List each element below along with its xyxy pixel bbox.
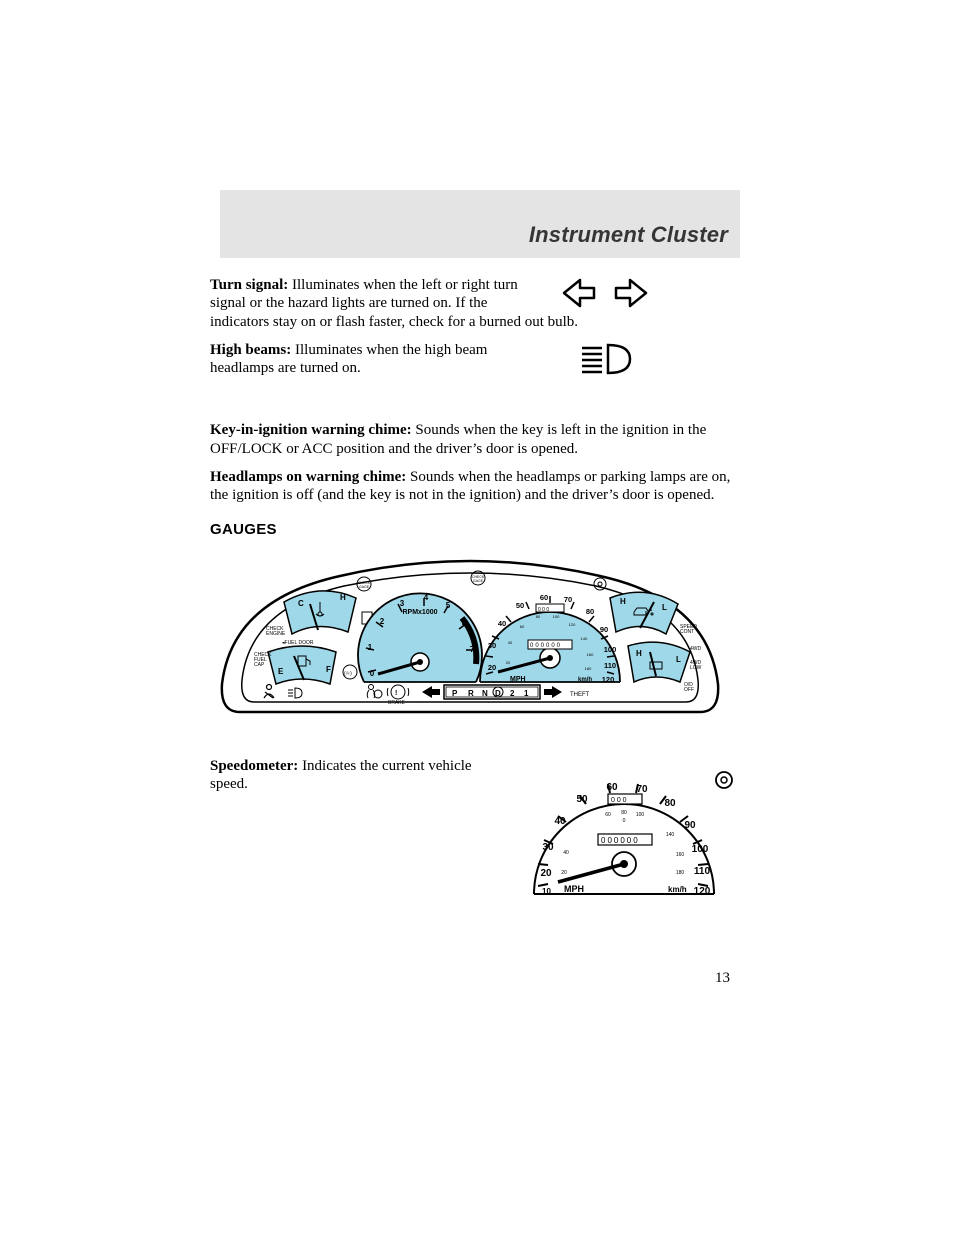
svg-text:40: 40 bbox=[508, 640, 513, 645]
svg-text:RPMx1000: RPMx1000 bbox=[402, 609, 437, 616]
svg-text:60: 60 bbox=[605, 812, 611, 818]
svg-text:100: 100 bbox=[692, 844, 709, 855]
svg-text:C: C bbox=[298, 599, 304, 608]
svg-text:000000: 000000 bbox=[530, 643, 562, 649]
svg-text:180: 180 bbox=[676, 870, 685, 876]
turn-signal-block: Turn signal: Illuminates when the left o… bbox=[210, 276, 740, 331]
svg-text:E: E bbox=[278, 667, 284, 676]
svg-text:40: 40 bbox=[563, 850, 569, 856]
svg-text:3: 3 bbox=[400, 599, 405, 608]
svg-text:OFF: OFF bbox=[684, 687, 694, 693]
turn-signal-icon bbox=[560, 276, 650, 315]
svg-text:100: 100 bbox=[553, 614, 560, 619]
svg-text:20: 20 bbox=[561, 870, 567, 876]
content-column: Turn signal: Illuminates when the left o… bbox=[210, 276, 740, 803]
svg-text:P: P bbox=[452, 689, 458, 698]
svg-text:km/h: km/h bbox=[578, 677, 592, 683]
svg-text:0 0 0: 0 0 0 bbox=[538, 607, 549, 613]
svg-text:90: 90 bbox=[684, 820, 696, 831]
svg-text:MPH: MPH bbox=[510, 676, 526, 683]
svg-text:120: 120 bbox=[694, 886, 711, 897]
turn-signal-para-a: Turn signal: Illuminates when the left o… bbox=[210, 276, 520, 313]
svg-text:◂FUEL DOOR: ◂FUEL DOOR bbox=[282, 640, 314, 646]
page-number: 13 bbox=[715, 970, 730, 987]
svg-text:140: 140 bbox=[581, 636, 588, 641]
svg-text:H: H bbox=[620, 597, 626, 606]
svg-text:0 0 0: 0 0 0 bbox=[611, 797, 627, 804]
header-band: Instrument Cluster bbox=[220, 190, 740, 258]
svg-text:70: 70 bbox=[564, 595, 572, 604]
high-beams-block: High beams: Illuminates when the high be… bbox=[210, 341, 740, 378]
svg-text:50: 50 bbox=[516, 601, 524, 610]
high-beams-para: High beams: Illuminates when the high be… bbox=[210, 341, 540, 378]
svg-text:80: 80 bbox=[621, 810, 627, 816]
svg-text:160: 160 bbox=[587, 652, 594, 657]
svg-text:80: 80 bbox=[664, 798, 676, 809]
svg-text:CONT: CONT bbox=[680, 629, 694, 635]
svg-text:160: 160 bbox=[676, 852, 685, 858]
svg-text:ENGINE: ENGINE bbox=[266, 631, 286, 637]
svg-text:THEFT: THEFT bbox=[570, 692, 590, 698]
svg-text:20: 20 bbox=[506, 660, 511, 665]
svg-text:100: 100 bbox=[604, 645, 617, 654]
svg-text:H: H bbox=[340, 593, 346, 602]
page-title: Instrument Cluster bbox=[529, 222, 728, 248]
high-beams-label: High beams: bbox=[210, 342, 291, 358]
svg-text:N: N bbox=[482, 689, 488, 698]
svg-text:F: F bbox=[326, 665, 331, 674]
svg-text:120: 120 bbox=[569, 622, 576, 627]
svg-text:140: 140 bbox=[666, 832, 675, 838]
svg-text:D: D bbox=[495, 689, 501, 698]
svg-text:GAGE: GAGE bbox=[359, 585, 370, 589]
svg-text:R: R bbox=[468, 689, 474, 698]
speedometer-para: Speedometer: Indicates the current vehic… bbox=[210, 757, 480, 794]
instrument-cluster-figure: C H E F bbox=[210, 544, 730, 739]
svg-text:60: 60 bbox=[520, 624, 525, 629]
svg-text:30: 30 bbox=[488, 641, 496, 650]
page: Instrument Cluster Turn signal: Illumina… bbox=[0, 0, 954, 1235]
headlamps-chime-para: Headlamps on warning chime: Sounds when … bbox=[210, 468, 740, 505]
speedometer-figure: 0 0 0 000000 60 80 0 100 20 30 bbox=[520, 764, 740, 919]
svg-text:60: 60 bbox=[540, 593, 548, 602]
svg-text:0: 0 bbox=[623, 818, 626, 824]
svg-text:CAP: CAP bbox=[254, 662, 265, 668]
svg-text:20: 20 bbox=[540, 868, 552, 879]
svg-text:4WD: 4WD bbox=[690, 646, 702, 652]
turn-signal-label: Turn signal: bbox=[210, 277, 288, 293]
svg-text:1: 1 bbox=[524, 689, 529, 698]
svg-text:(♾): (♾) bbox=[344, 671, 352, 677]
svg-text:H: H bbox=[636, 649, 642, 658]
svg-text:120: 120 bbox=[602, 675, 615, 684]
key-chime-para: Key-in-ignition warning chime: Sounds wh… bbox=[210, 421, 740, 458]
svg-text:110: 110 bbox=[694, 866, 711, 877]
svg-text:100: 100 bbox=[636, 812, 645, 818]
svg-text:000000: 000000 bbox=[601, 836, 640, 845]
headlamps-chime-label: Headlamps on warning chime: bbox=[210, 469, 406, 485]
svg-text:80: 80 bbox=[536, 614, 541, 619]
speedometer-label: Speedometer: bbox=[210, 758, 298, 774]
svg-text:BRAKE: BRAKE bbox=[388, 700, 406, 706]
svg-text:LOW: LOW bbox=[690, 665, 702, 671]
svg-text:!: ! bbox=[395, 690, 397, 697]
svg-text:40: 40 bbox=[498, 619, 506, 628]
turn-signal-para-b: indicators stay on or flash faster, chec… bbox=[210, 313, 740, 331]
svg-text:10: 10 bbox=[542, 887, 551, 896]
svg-text:2: 2 bbox=[510, 689, 515, 698]
svg-text:80: 80 bbox=[586, 607, 594, 616]
svg-text:MPH: MPH bbox=[564, 884, 584, 894]
svg-text:km/h: km/h bbox=[668, 885, 687, 894]
svg-text:L: L bbox=[662, 603, 667, 612]
svg-text:180: 180 bbox=[585, 666, 592, 671]
svg-text:90: 90 bbox=[600, 625, 608, 634]
key-chime-label: Key-in-ignition warning chime: bbox=[210, 422, 412, 438]
high-beam-icon bbox=[578, 341, 634, 382]
svg-text:L: L bbox=[676, 655, 681, 664]
gauges-heading: GAUGES bbox=[210, 521, 740, 538]
svg-text:20: 20 bbox=[488, 663, 496, 672]
svg-text:110: 110 bbox=[604, 661, 616, 670]
svg-text:1: 1 bbox=[368, 643, 373, 652]
svg-text:GAGE: GAGE bbox=[473, 579, 484, 583]
